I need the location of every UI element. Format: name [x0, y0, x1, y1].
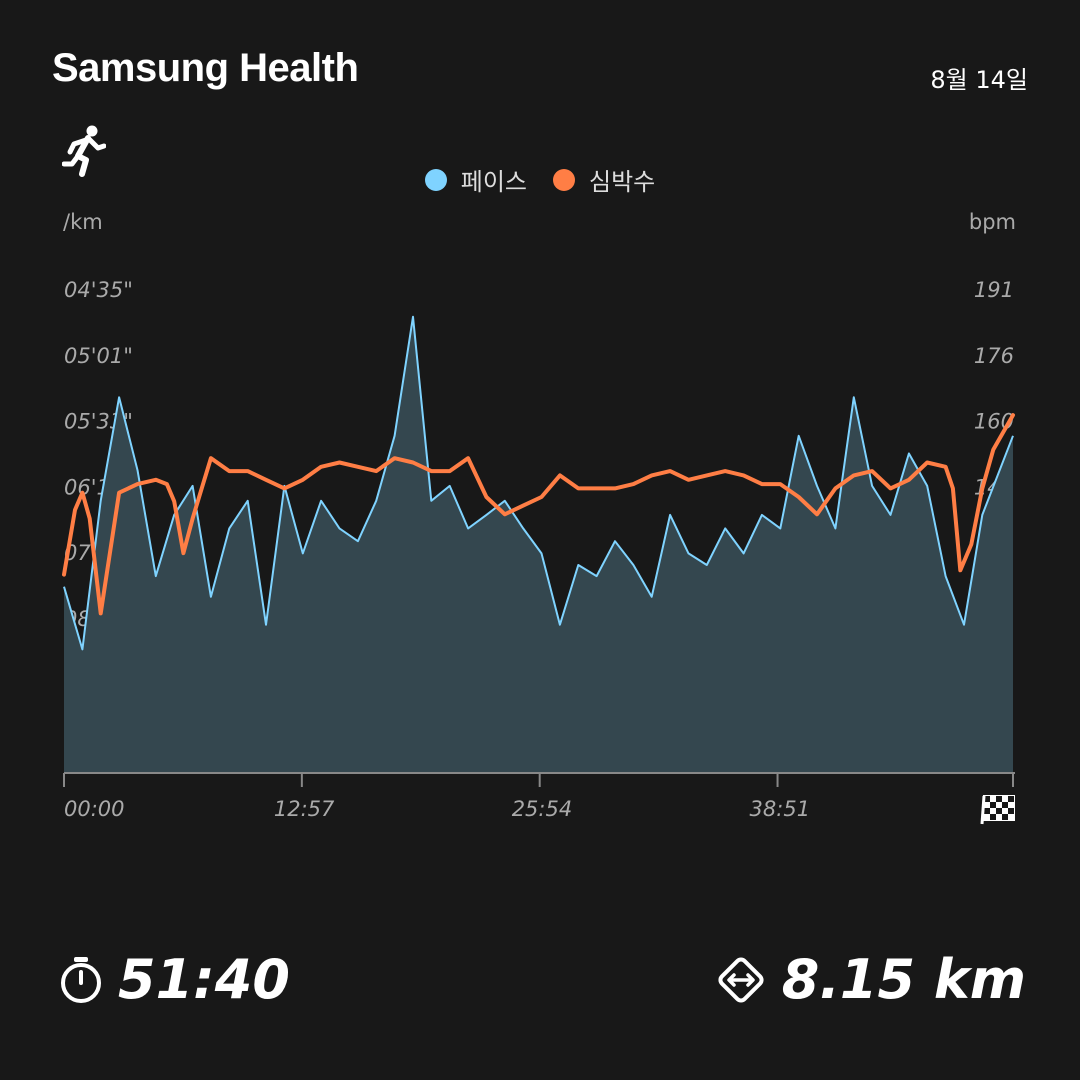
legend-dot-pace [424, 168, 447, 191]
app-title: Samsung Health [52, 46, 359, 90]
finish-flag-icon [980, 795, 1015, 825]
distance-icon [718, 956, 764, 1003]
duration-value: 51:40 [118, 948, 290, 1011]
stopwatch-icon [61, 956, 101, 1003]
duration-stat: 51:40 [58, 948, 290, 1011]
heart-rate-tick-label: 191 [974, 278, 1014, 302]
workout-date: 8월 14일 [930, 66, 1028, 94]
pace-axis-unit: /km [63, 210, 103, 234]
legend-label-heart-rate: 심박수 [589, 168, 656, 196]
distance-value: 8.15 km [781, 948, 1026, 1011]
heart-rate-series-line [62, 413, 1015, 616]
chart-legend: 페이스 심박수 [0, 162, 1080, 197]
heart-rate-axis-unit: bpm [968, 210, 1016, 234]
legend-label-pace: 페이스 [460, 168, 527, 196]
legend-dot-heart-rate [553, 168, 575, 191]
legend-item-heart-rate[interactable]: 심박수 [553, 162, 655, 197]
distance-stat: 8.15 km [714, 948, 1026, 1011]
x-tick-label: 00:00 [64, 797, 125, 821]
legend-item-pace[interactable]: 페이스 [424, 162, 527, 197]
pace-area-fill [64, 316, 1013, 773]
running-icon [62, 125, 106, 177]
x-tick-label: 12:57 [274, 797, 335, 821]
pace-heart-rate-chart[interactable]: 04'35"05'01"05'33"06'11"07'00"08'04"09'3… [0, 0, 1080, 860]
pace-tick-label: 05'01" [64, 344, 133, 368]
heart-rate-tick-label: 176 [974, 344, 1014, 368]
pace-tick-label: 04'35" [64, 278, 133, 302]
pace-series-line [63, 315, 1014, 651]
x-tick-label: 38:51 [750, 797, 811, 821]
x-tick-label: 25:54 [512, 797, 573, 821]
